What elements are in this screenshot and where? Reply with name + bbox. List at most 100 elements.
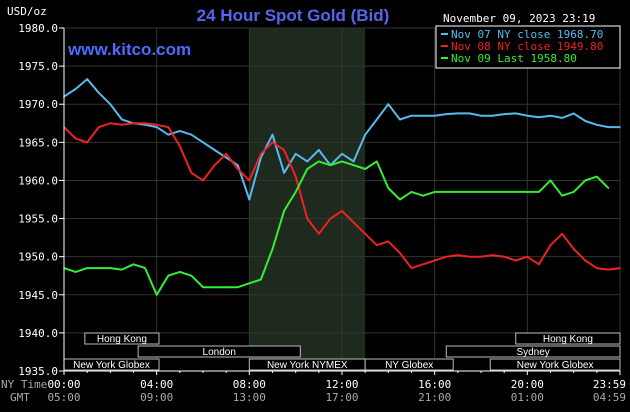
series-point-3 xyxy=(526,191,529,193)
y-tick-label: 1960.0 xyxy=(18,174,58,187)
series-point-3 xyxy=(445,191,448,193)
y-tick-label: 1950.0 xyxy=(18,251,58,264)
series-point-1 xyxy=(399,118,401,121)
series-point-2 xyxy=(109,122,112,125)
series-point-2 xyxy=(294,175,297,178)
series-point-2 xyxy=(248,179,251,182)
series-point-2 xyxy=(457,254,459,256)
series-point-2 xyxy=(225,152,227,155)
series-point-3 xyxy=(74,271,77,273)
series-point-2 xyxy=(375,244,378,247)
series-point-1 xyxy=(341,152,343,155)
series-point-3 xyxy=(167,274,170,277)
session-bar xyxy=(445,345,621,358)
series-point-1 xyxy=(167,133,170,136)
series-point-2 xyxy=(619,267,621,269)
x-tick-label-ny: 08:00 xyxy=(233,378,266,391)
series-point-3 xyxy=(491,191,494,193)
series-point-2 xyxy=(468,255,471,258)
series-point-3 xyxy=(190,274,193,277)
series-point-2 xyxy=(86,141,88,144)
ny-time-label: NY Time xyxy=(1,378,47,391)
series-point-2 xyxy=(341,210,343,212)
y-tick-label: 1940.0 xyxy=(18,327,58,340)
series-point-2 xyxy=(271,141,274,144)
series-point-2 xyxy=(132,122,135,125)
series-point-1 xyxy=(283,172,285,174)
series-point-1 xyxy=(619,126,621,128)
series-point-1 xyxy=(375,118,378,121)
y-tick-label: 1980.0 xyxy=(18,22,58,35)
session-bar xyxy=(489,358,621,371)
series-point-1 xyxy=(294,152,297,155)
series-point-3 xyxy=(341,160,343,163)
series-point-1 xyxy=(410,114,413,117)
series-point-3 xyxy=(144,267,146,269)
legend-entry: Nov 09 Last 1958.80 xyxy=(451,52,577,65)
series-point-3 xyxy=(607,187,610,189)
x-tick-label-gmt: 01:00 xyxy=(511,391,544,404)
series-point-3 xyxy=(457,191,459,193)
series-point-1 xyxy=(86,78,88,80)
series-point-2 xyxy=(179,145,181,147)
y-tick-label: 1935.0 xyxy=(18,365,58,378)
series-point-1 xyxy=(271,133,274,136)
y-tick-label: 1975.0 xyxy=(18,60,58,73)
gmt-label: GMT xyxy=(10,391,30,404)
series-point-1 xyxy=(607,126,610,128)
series-point-2 xyxy=(167,126,170,128)
series-point-2 xyxy=(514,259,517,262)
series-point-2 xyxy=(526,255,529,258)
series-point-1 xyxy=(561,117,563,119)
series-point-1 xyxy=(457,112,459,115)
session-label: New York Globex xyxy=(517,360,594,371)
series-point-1 xyxy=(538,116,540,118)
series-point-3 xyxy=(248,282,251,285)
series-point-3 xyxy=(260,278,262,281)
series-point-1 xyxy=(121,118,123,121)
series-point-1 xyxy=(491,114,494,117)
x-tick-label-ny: 12:00 xyxy=(325,378,358,391)
series-point-2 xyxy=(399,252,401,254)
series-point-1 xyxy=(318,149,320,151)
series-point-2 xyxy=(596,267,598,269)
series-point-2 xyxy=(190,172,193,174)
series-point-2 xyxy=(538,263,540,266)
x-tick-label-ny: 20:00 xyxy=(511,378,544,391)
session-label: New York Globex xyxy=(73,360,150,371)
series-point-3 xyxy=(596,175,598,178)
series-point-1 xyxy=(155,126,158,128)
series-point-1 xyxy=(248,198,251,201)
y-axis: 1980.0 1975.0 1970.0 1965.0 1960.0 1955.0 1950… xyxy=(18,22,65,378)
series-point-3 xyxy=(329,164,332,166)
session-bar xyxy=(364,358,454,371)
series-point-1 xyxy=(387,103,390,106)
series-point-1 xyxy=(445,113,448,115)
series-point-1 xyxy=(468,112,471,115)
series-point-3 xyxy=(538,191,540,193)
series-point-2 xyxy=(503,255,505,258)
series-point-2 xyxy=(236,168,239,170)
site-watermark: www.kitco.com xyxy=(67,40,191,59)
x-tick-label-gmt: 21:00 xyxy=(418,391,451,404)
session-label: NY Globex xyxy=(385,360,433,371)
series-point-3 xyxy=(225,286,227,288)
y-tick-label: 1955.0 xyxy=(18,213,58,226)
session-label: London xyxy=(203,347,236,358)
session-label: Sydney xyxy=(516,347,549,358)
session-label: Hong Kong xyxy=(543,334,593,345)
series-point-1 xyxy=(236,164,239,166)
series-point-3 xyxy=(480,191,482,193)
series-point-1 xyxy=(364,133,366,136)
series-point-1 xyxy=(109,103,112,106)
series-point-2 xyxy=(584,259,587,262)
series-point-2 xyxy=(607,268,610,271)
series-point-1 xyxy=(179,130,181,132)
series-point-3 xyxy=(294,191,297,193)
series-point-3 xyxy=(503,191,505,193)
series-point-2 xyxy=(97,126,100,128)
series-point-3 xyxy=(213,286,216,288)
